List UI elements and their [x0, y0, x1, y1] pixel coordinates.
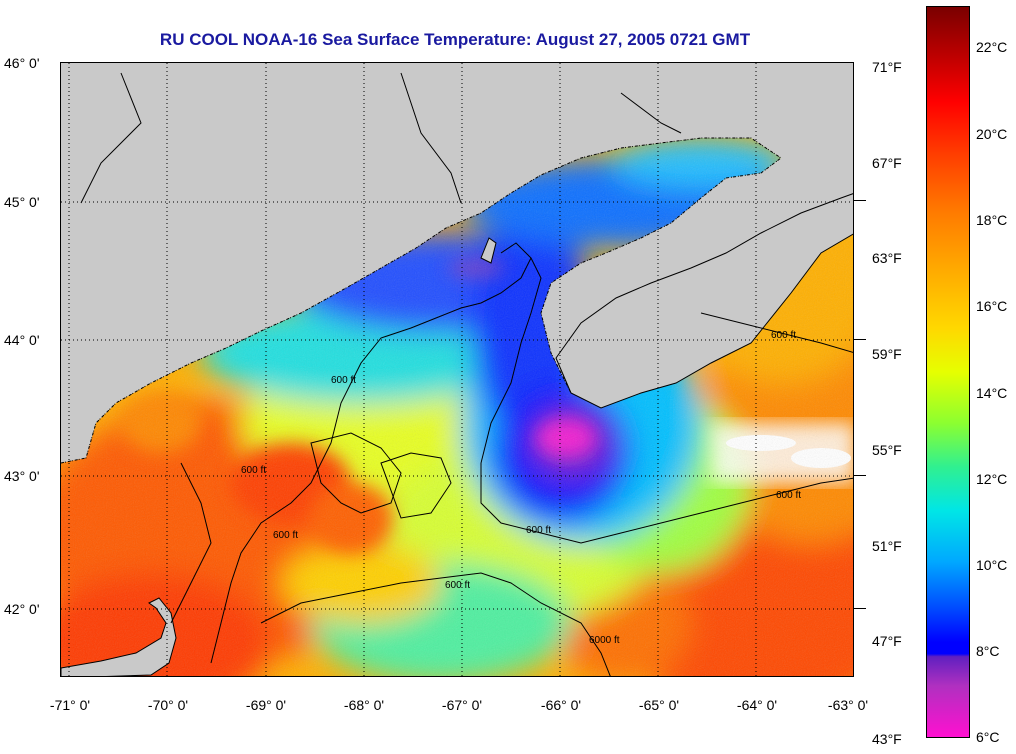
lon-label-63: -63° 0' — [827, 697, 869, 713]
colorbar-f-label: 43°F — [872, 731, 902, 747]
frame-tick — [854, 339, 866, 340]
maine-coastline — [61, 137, 782, 464]
colorbar-f-label: 47°F — [872, 633, 902, 649]
colorbar-c-label: 22°C — [976, 39, 1008, 55]
colorbar-c-label: 8°C — [976, 643, 1000, 659]
lat-label-42: 42° 0' — [4, 601, 40, 617]
temperature-colorbar — [926, 6, 970, 738]
colorbar-c-label: 10°C — [976, 557, 1008, 573]
lat-label-46: 46° 0' — [4, 55, 40, 71]
contour-label: 600 ft — [526, 525, 551, 536]
graticule — [61, 63, 853, 676]
border-lines — [80, 72, 682, 204]
colorbar-c-label: 20°C — [976, 126, 1008, 142]
colorbar-f-label: 71°F — [872, 59, 902, 75]
map-title: RU COOL NOAA-16 Sea Surface Temperature:… — [159, 30, 751, 49]
colorbar-f-label: 55°F — [872, 442, 902, 458]
contour-label: 600 ft — [273, 530, 298, 541]
colorbar-c-label: 12°C — [976, 471, 1008, 487]
lat-label-43: 43° 0' — [4, 468, 40, 484]
land-masses — [61, 193, 853, 676]
lon-label-65: -65° 0' — [638, 697, 680, 713]
contour-label: 600 ft — [241, 465, 266, 476]
lon-label-67: -67° 0' — [441, 697, 483, 713]
lat-label-45: 45° 0' — [4, 194, 40, 210]
contour-label-deep: 6000 ft — [589, 635, 620, 646]
colorbar-c-label: 18°C — [976, 212, 1008, 228]
colorbar-f-label: 59°F — [872, 346, 902, 362]
lon-label-66: -66° 0' — [540, 697, 582, 713]
lon-label-71: -71° 0' — [49, 697, 91, 713]
lon-label-69: -69° 0' — [245, 697, 287, 713]
colorbar-f-label: 67°F — [872, 155, 902, 171]
contour-label: 600 ft — [776, 490, 801, 501]
lon-label-68: -68° 0' — [343, 697, 385, 713]
contour-label: 600 ft — [445, 580, 470, 591]
contour-labels: 600 ft 600 ft 600 ft 600 ft 600 ft 600 f… — [241, 330, 801, 646]
frame-tick — [854, 475, 866, 476]
lon-label-64: -64° 0' — [736, 697, 778, 713]
contour-label: 600 ft — [331, 375, 356, 386]
sst-map-canvas: 600 ft 600 ft 600 ft 600 ft 600 ft 600 f… — [61, 63, 853, 676]
sst-map: 600 ft 600 ft 600 ft 600 ft 600 ft 600 f… — [60, 62, 854, 677]
colorbar-c-label: 14°C — [976, 385, 1008, 401]
colorbar-f-label: 63°F — [872, 250, 902, 266]
contour-label: 600 ft — [771, 330, 796, 341]
frame-tick — [854, 608, 866, 609]
colorbar-f-label: 51°F — [872, 538, 902, 554]
frame-tick — [854, 200, 866, 201]
colorbar-c-label: 6°C — [976, 729, 1000, 745]
lat-label-44: 44° 0' — [4, 332, 40, 348]
lon-label-70: -70° 0' — [147, 697, 189, 713]
colorbar-c-label: 16°C — [976, 298, 1008, 314]
bathymetry-contours — [170, 242, 853, 676]
